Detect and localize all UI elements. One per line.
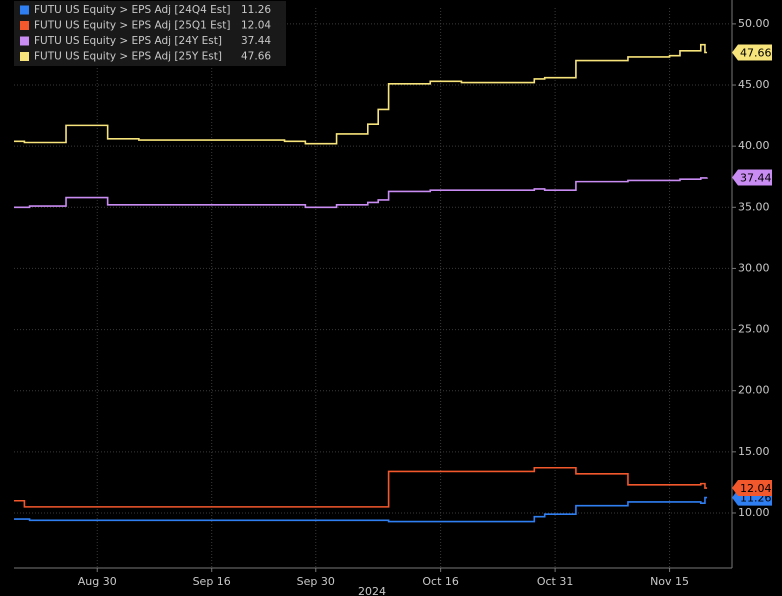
legend-value: 37.44: [241, 35, 271, 47]
series-line: [14, 177, 708, 209]
y-tick-label: 45.00: [738, 78, 770, 91]
legend-value: 47.66: [241, 51, 271, 63]
last-value-tag: 12.04: [732, 480, 772, 497]
x-tick-label: Sep 30: [297, 575, 335, 588]
x-axis-label: 2024: [358, 585, 386, 596]
x-tick-label: Nov 15: [650, 575, 689, 588]
y-tick-label: 10.00: [738, 506, 770, 519]
legend-label: FUTU US Equity > EPS Adj [24Y Est]: [34, 35, 222, 47]
legend-label: FUTU US Equity > EPS Adj [24Q4 Est]: [34, 4, 230, 16]
x-tick-label: Oct 16: [422, 575, 459, 588]
x-tick-label: Sep 16: [193, 575, 231, 588]
y-tick-label: 25.00: [738, 323, 770, 336]
last-value-tag-label: 12.04: [740, 482, 772, 495]
y-tick-label: 30.00: [738, 261, 770, 274]
legend-swatch: [20, 52, 29, 61]
last-value-tag-box: [732, 169, 772, 186]
last-value-tag-label: 47.66: [740, 47, 772, 60]
legend-value: 11.26: [241, 4, 271, 16]
y-tick-label: 20.00: [738, 384, 770, 397]
y-tick-label: 40.00: [738, 139, 770, 152]
legend-label: FUTU US Equity > EPS Adj [25Q1 Est]: [34, 20, 230, 32]
series-line: [14, 466, 708, 508]
y-tick-label: 50.00: [738, 17, 770, 30]
last-value-tag-box: [732, 44, 772, 61]
legend-swatch: [20, 36, 29, 46]
legend-swatch: [20, 5, 29, 15]
last-value-tag: 37.44: [732, 169, 772, 186]
legend-value: 12.04: [241, 20, 271, 32]
last-value-tag: 47.66: [732, 44, 772, 61]
legend-background: [14, 1, 286, 66]
legend-label: FUTU US Equity > EPS Adj [25Y Est]: [34, 51, 222, 63]
y-tick-label: 35.00: [738, 200, 770, 213]
series-line: [14, 496, 708, 523]
last-value-tag-label: 37.44: [740, 171, 772, 184]
legend-swatch: [20, 21, 29, 30]
series-line: [14, 43, 708, 145]
legend: FUTU US Equity > EPS Adj [24Q4 Est] 11.26…: [14, 1, 286, 66]
x-tick-label: Oct 31: [537, 575, 574, 588]
x-tick-label: Aug 30: [78, 575, 117, 588]
last-value-tag-box: [732, 480, 772, 497]
y-tick-label: 15.00: [738, 445, 770, 458]
